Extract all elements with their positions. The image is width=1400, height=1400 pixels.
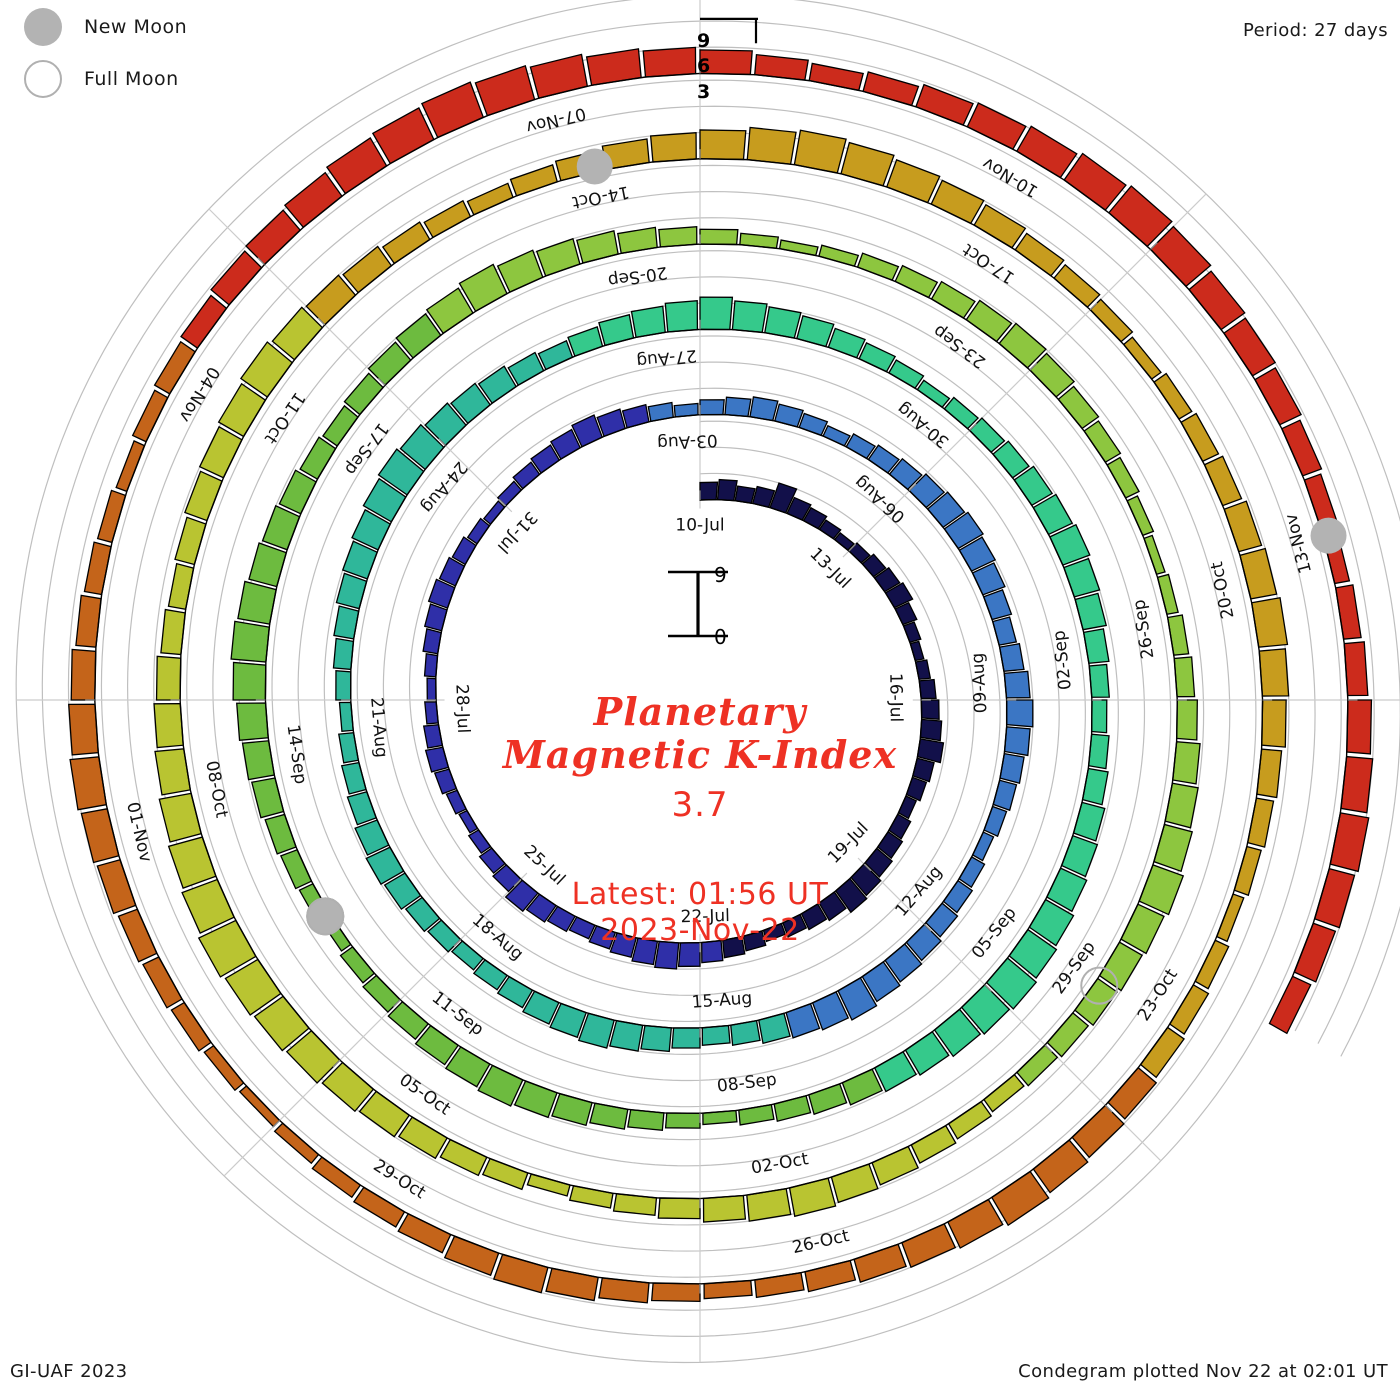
new-moon-marker <box>307 898 344 935</box>
radial-scale-9: 9 <box>697 30 711 52</box>
date-tick-label: 02-Sep <box>1049 629 1075 691</box>
date-tick-label: 20-Oct <box>1207 560 1238 621</box>
credit-label: GI-UAF 2023 <box>10 1361 128 1382</box>
radial-scale-ticks <box>85 17 1358 1294</box>
radial-scale-6: 6 <box>697 55 711 77</box>
legend-new-moon: New Moon <box>24 8 187 46</box>
radial-scale-3: 3 <box>697 81 711 103</box>
new-moon-marker <box>576 148 613 185</box>
latest-reading: Latest: 01:56 UT 2023-Nov-22 <box>400 877 1000 950</box>
period-label: Period: 27 days <box>1242 20 1388 41</box>
new-moon-marker <box>1310 517 1347 554</box>
date-tick-label: 02-Oct <box>750 1149 811 1179</box>
moon-phase-markers <box>306 148 1347 1005</box>
date-tick-label: 14-Oct <box>570 181 631 212</box>
date-tick-label: 14-Sep <box>283 723 311 785</box>
date-tick-label: 08-Sep <box>716 1070 778 1097</box>
date-tick-label: 30-Aug <box>893 398 953 452</box>
current-kindex-value: 3.7 <box>671 784 729 825</box>
date-tick-label: 15-Aug <box>691 988 753 1012</box>
date-tick-label: 16-Jul <box>885 673 906 722</box>
plotted-timestamp-label: Condegram plotted Nov 22 at 02:01 UT <box>1018 1361 1388 1382</box>
date-tick-label: 10-Jul <box>675 516 724 536</box>
legend-full-moon-label: Full Moon <box>84 68 179 90</box>
date-tick-label: 21-Aug <box>366 696 391 758</box>
center-annotation: Planetary Magnetic K-Index 3.7 Latest: 0… <box>400 690 1000 950</box>
date-tick-label: 22-Jul <box>680 906 730 927</box>
date-tick-label: 03-Aug <box>657 430 718 453</box>
date-tick-label: 08-Oct <box>201 759 231 820</box>
full-moon-icon <box>24 60 62 98</box>
date-tick-label: 26-Sep <box>1129 598 1158 660</box>
spiral-baselines <box>94 72 1349 1285</box>
latest-date-label: 2023-Nov-22 <box>600 913 800 949</box>
date-tick-label: 26-Oct <box>790 1226 851 1258</box>
kindex-bars <box>68 46 1374 1304</box>
latest-time-label: Latest: 01:56 UT <box>571 876 829 912</box>
chart-title-line1: Planetary <box>593 689 807 734</box>
scalebar-top-label: 9 <box>714 563 727 587</box>
scalebar-bottom-label: 0 <box>714 625 727 649</box>
date-tick-label: 09-Aug <box>968 652 992 714</box>
legend-new-moon-label: New Moon <box>84 16 188 38</box>
legend-full-moon: Full Moon <box>24 60 179 98</box>
full-moon-marker <box>1080 966 1119 1005</box>
date-tick-label: 07-Nov <box>524 103 588 137</box>
full-moon-marker <box>306 897 345 936</box>
date-tick-label: 28-Jul <box>451 684 473 734</box>
date-tick-label: 20-Sep <box>607 262 669 290</box>
date-tick-label: 31-Jul <box>493 507 541 557</box>
chart-title-line2: Magnetic K-Index <box>502 732 898 778</box>
new-moon-icon <box>24 8 62 46</box>
date-tick-label: 01-Nov <box>122 800 155 864</box>
date-tick-label: 13-Jul <box>805 544 854 593</box>
date-tick-label: 13-Nov <box>1281 511 1316 575</box>
date-tick-label: 27-Aug <box>635 345 697 371</box>
